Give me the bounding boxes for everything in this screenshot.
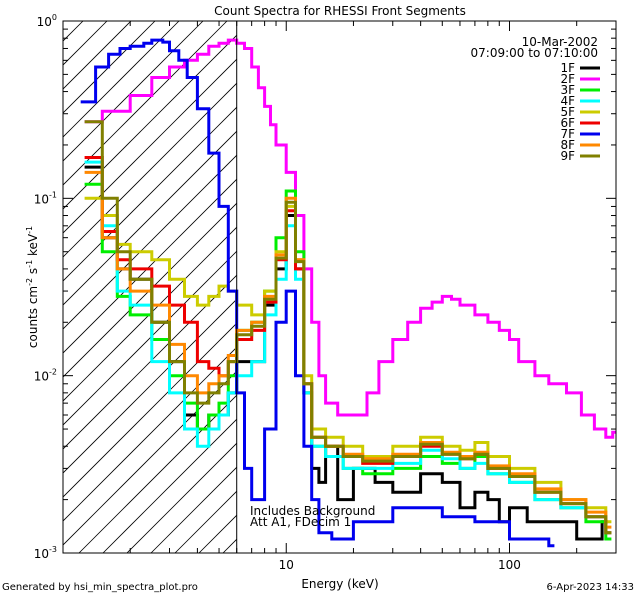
series-line-9F	[84, 120, 612, 535]
y-tick-label: 100	[37, 13, 57, 29]
hatch-line	[63, 322, 237, 498]
plot-frame	[62, 20, 617, 554]
legend-label-6F: 6F	[560, 116, 575, 130]
legend-label-8F: 8F	[560, 138, 575, 152]
info-time-range: 07:09:00 to 07:10:00	[471, 46, 598, 60]
hatch-line	[63, 34, 237, 210]
info-date: 10-Mar-2002	[522, 35, 598, 49]
hatch-line	[63, 154, 237, 330]
legend-label-3F: 3F	[560, 83, 575, 97]
hatch-line	[63, 21, 228, 186]
hatch-line	[63, 21, 180, 138]
legend-label-7F: 7F	[560, 127, 575, 141]
y-tick-label: 10-1	[34, 190, 57, 206]
hatch-line	[63, 226, 237, 402]
series-layer	[80, 38, 616, 548]
hatch-line	[102, 418, 237, 553]
legend-label-2F: 2F	[560, 72, 575, 86]
hatch-line	[63, 21, 204, 162]
hatch-line	[63, 370, 237, 546]
x-tick-label: 10	[279, 558, 294, 572]
hatch-line	[63, 346, 237, 522]
hatch-line	[63, 106, 237, 282]
legend-label-9F: 9F	[560, 149, 575, 163]
y-tick-label: 10-3	[34, 545, 57, 561]
series-line-8F	[84, 170, 612, 529]
annotation-attenuator: Att A1, FDecim 1	[250, 515, 351, 529]
legend-label-1F: 1F	[560, 61, 575, 75]
hatch-line	[63, 58, 237, 234]
hatch-line	[63, 298, 237, 474]
hatch-line	[63, 21, 156, 114]
series-line-2F	[84, 38, 616, 439]
axis-ticks: 10 100 100 10-1 10-2 10-3	[34, 13, 617, 572]
legend-label-4F: 4F	[560, 94, 575, 108]
hatch-line	[63, 250, 237, 426]
hatch-line	[78, 394, 237, 553]
y-axis-label: counts cm-2 s-1 keV-1	[25, 226, 40, 348]
hatch-line	[63, 82, 237, 258]
footer-timestamp: 6-Apr-2023 14:33	[546, 582, 634, 593]
x-axis-label: Energy (keV)	[301, 577, 378, 591]
hatch-line	[63, 274, 237, 450]
hatch-line	[126, 442, 237, 553]
legend-label-5F: 5F	[560, 105, 575, 119]
x-tick-label: 100	[498, 558, 521, 572]
footer-generated: Generated by hsi_min_spectra_plot.pro	[2, 582, 198, 593]
hatch-line	[63, 21, 84, 42]
series-line-4F	[84, 160, 612, 535]
attenuated-region-hatch	[63, 21, 237, 553]
series-line-7F	[80, 38, 555, 548]
hatch-line	[63, 130, 237, 306]
annotation-background: Includes Background	[250, 504, 375, 518]
y-tick-label: 10-2	[34, 368, 57, 384]
chart-title: Count Spectra for RHESSI Front Segments	[214, 4, 466, 18]
